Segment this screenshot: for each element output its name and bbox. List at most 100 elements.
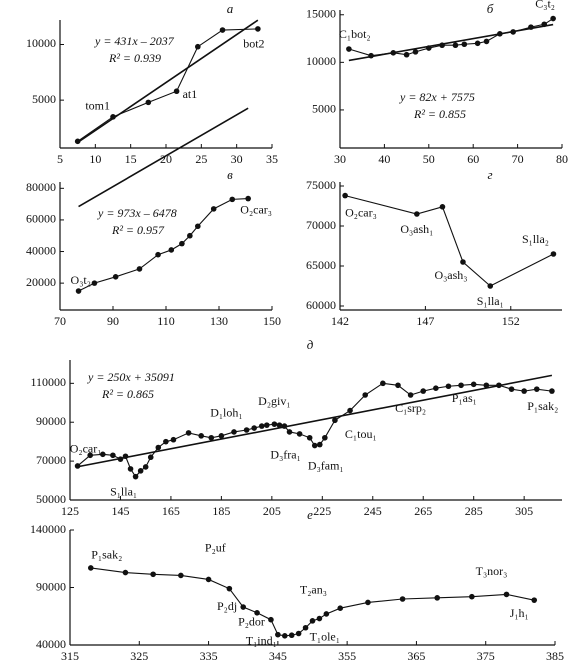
- point-label: C₃t₂: [535, 0, 555, 10]
- data-point: [276, 422, 283, 428]
- x-tick-label: 285: [465, 504, 483, 518]
- x-tick-label: 225: [313, 504, 331, 518]
- point-label: T₃nor₃: [476, 564, 508, 578]
- data-point: [403, 51, 410, 58]
- data-point: [240, 604, 247, 610]
- data-point: [281, 633, 288, 639]
- point-label: O₃ash₃: [434, 268, 467, 282]
- y-tick-label: 90000: [36, 579, 66, 593]
- x-tick-label: 70: [512, 152, 524, 166]
- trend-line: [77, 374, 553, 468]
- data-point: [503, 591, 510, 598]
- data-point: [117, 456, 124, 462]
- x-tick-label: 125: [61, 504, 79, 518]
- data-point: [311, 442, 318, 449]
- x-tick-label: 152: [502, 314, 520, 328]
- data-point: [100, 451, 106, 458]
- point-label: P₁sak₂: [527, 399, 558, 413]
- equation: y = 250x + 35091: [87, 370, 175, 384]
- x-tick-label: 142: [331, 314, 349, 328]
- data-point: [508, 386, 515, 392]
- data-point: [208, 434, 215, 441]
- data-point: [460, 259, 466, 265]
- y-tick-label: 80000: [26, 180, 56, 194]
- x-tick-label: 245: [364, 504, 382, 518]
- data-point: [346, 46, 352, 52]
- panel-title: в: [227, 167, 233, 182]
- data-point: [434, 595, 441, 601]
- y-tick-label: 20000: [26, 275, 56, 289]
- point-label: S₁lla₁: [110, 484, 137, 498]
- data-point: [541, 21, 548, 28]
- data-point: [309, 618, 316, 624]
- x-tick-label: 205: [263, 504, 281, 518]
- data-point: [155, 251, 161, 258]
- data-point: [407, 392, 414, 398]
- point-label: O₃ash₁: [400, 222, 433, 236]
- x-tick-label: 355: [338, 649, 356, 663]
- point-label: P₂dj: [217, 599, 237, 613]
- y-tick-label: 40000: [36, 637, 66, 651]
- y-tick-label: 70000: [36, 453, 66, 467]
- point-label: J₁h₁: [510, 606, 529, 620]
- panel-title: е: [307, 507, 313, 522]
- data-point: [439, 204, 446, 210]
- data-point: [483, 382, 490, 389]
- x-tick-label: 35: [266, 152, 278, 166]
- equation: y = 431x – 2037: [94, 34, 175, 48]
- x-tick-label: 147: [416, 314, 434, 328]
- y-tick-label: 10000: [26, 36, 56, 50]
- data-point: [179, 240, 185, 247]
- data-point: [469, 593, 475, 600]
- trend-line: [78, 107, 249, 208]
- data-point: [362, 392, 369, 398]
- data-point: [347, 407, 353, 414]
- data-point: [533, 386, 540, 392]
- data-point: [137, 468, 144, 474]
- data-point: [198, 433, 204, 439]
- x-tick-label: 30: [334, 152, 346, 166]
- y-tick-label: 50000: [36, 492, 66, 506]
- r-squared: R² = 0.939: [108, 51, 161, 65]
- r-squared: R² = 0.855: [413, 107, 466, 121]
- point-label: P₁sak₂: [91, 548, 122, 562]
- x-tick-label: 25: [195, 152, 207, 166]
- point-label: P₁as₁: [452, 391, 477, 405]
- data-point: [150, 571, 156, 578]
- point-label: P₂dor: [238, 614, 265, 628]
- data-point: [110, 114, 116, 120]
- x-tick-label: 50: [423, 152, 435, 166]
- x-tick-label: 185: [212, 504, 230, 518]
- data-point: [210, 206, 217, 212]
- data-point: [286, 429, 293, 435]
- equation: y = 82x + 7575: [399, 90, 475, 104]
- data-point: [322, 434, 328, 441]
- x-tick-label: 165: [162, 504, 180, 518]
- data-point: [264, 422, 270, 428]
- data-point: [549, 388, 555, 394]
- point-label: O₂car₃: [345, 205, 377, 219]
- data-point: [258, 423, 265, 429]
- data-point: [195, 223, 201, 230]
- data-point: [368, 52, 374, 59]
- data-point: [395, 382, 401, 389]
- data-point: [275, 631, 281, 638]
- series-line: [90, 567, 535, 637]
- data-point: [251, 425, 257, 431]
- data-point: [302, 624, 309, 631]
- data-point: [226, 585, 233, 592]
- data-point: [195, 43, 201, 50]
- y-tick-label: 5000: [312, 102, 336, 116]
- x-tick-label: 345: [269, 649, 287, 663]
- data-point: [91, 280, 98, 286]
- data-point: [316, 615, 323, 622]
- data-point: [332, 417, 338, 424]
- data-point: [380, 380, 386, 387]
- data-point: [147, 454, 154, 461]
- point-label: D₃fra₁: [270, 448, 300, 462]
- series-line: [78, 198, 249, 292]
- data-point: [337, 605, 344, 611]
- point-label: S₁lla₁: [477, 294, 504, 308]
- data-point: [87, 452, 93, 459]
- data-point: [112, 274, 119, 280]
